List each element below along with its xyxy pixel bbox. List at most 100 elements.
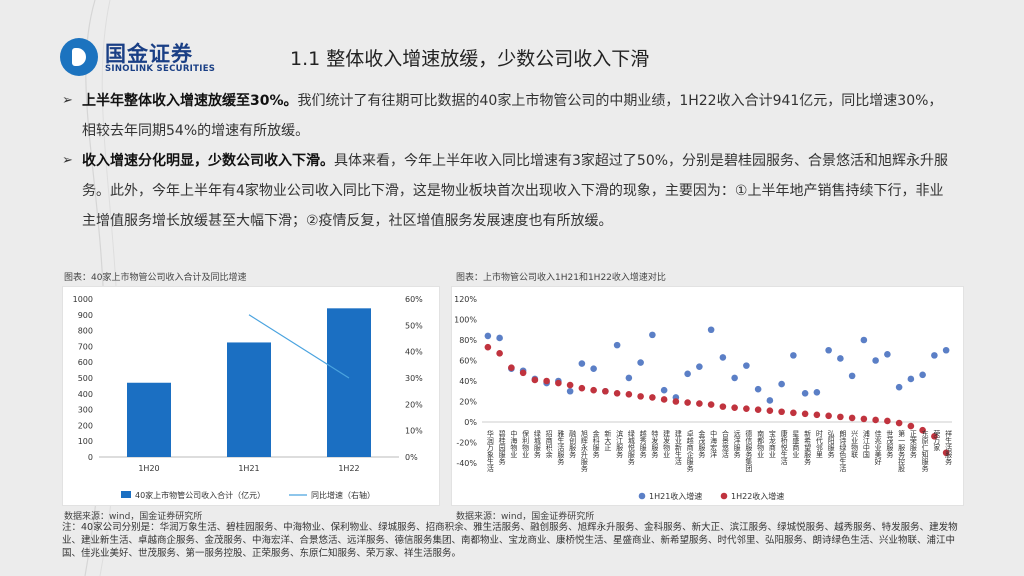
dot-1h21 — [919, 371, 926, 379]
legend-label-1h22: 1H22收入增速 — [731, 491, 784, 501]
bullet-text: 具体来看，今年上半年收入同比增速有3家超过了50%，分别是碧桂园服务、合景悠活和… — [82, 153, 949, 229]
dot-1h22 — [707, 401, 715, 408]
y2-tick-label: 40% — [405, 348, 423, 357]
x-tick-label: 中海物业 — [510, 429, 518, 458]
dot-1h21 — [790, 352, 797, 359]
dot-1h22 — [625, 391, 633, 398]
dot-1h21 — [778, 380, 785, 388]
y-tick-label: 1000 — [73, 295, 93, 304]
dot-1h21 — [707, 326, 715, 334]
dot-1h22 — [672, 398, 680, 405]
dot-1h22 — [848, 414, 856, 422]
bullet-bold: 上半年整体收入增速放缓至30%。 — [82, 93, 298, 109]
growth-scatter-chart: -40% -20% 0% 20% 40% 60% 80% 100% 120% 华润万象生活 碧桂园服… — [454, 295, 953, 501]
x-tick-label: 正荣服务 — [909, 430, 917, 459]
company-logo: 国金证券 SINOLINK SECURITIES — [60, 36, 250, 80]
y-tick-label: -20% — [456, 439, 477, 448]
x-tick-label: 星盛商业 — [792, 430, 800, 458]
x-tick-label: 祥生活服务 — [945, 429, 953, 466]
x-tick-label: 雅生活服务 — [557, 429, 565, 466]
x-tick-label: 滨江服务 — [616, 429, 624, 459]
x-tick-label: 建业新生活 — [674, 429, 682, 466]
y-tick-label: -40% — [456, 459, 477, 468]
dot-1h22 — [790, 409, 797, 417]
legend-swatch-1h22 — [720, 492, 728, 500]
y-tick-label: 120% — [454, 295, 477, 304]
x-tick-label: 南都物业 — [757, 429, 765, 458]
dot-1h22 — [825, 412, 832, 420]
dot-1h22 — [942, 449, 950, 457]
sinolink-logo-icon — [60, 38, 98, 76]
bullet-text: 我们统计了有往期可比数据的40家上市物管公司的中期业绩，1H22收入合计941亿… — [82, 93, 943, 139]
y-tick-label: 20% — [459, 398, 477, 407]
revenue-bar-chart: 0 100 200 300 400 500 600 700 800 900 1000 0% 10% 20%… — [73, 295, 424, 500]
y2-tick-label: 0% — [405, 453, 418, 462]
dot-1h21 — [625, 374, 633, 382]
x-tick-label: 远洋服务 — [733, 430, 741, 459]
x-tick-label: 东原仁知服务 — [921, 429, 929, 473]
dot-1h22 — [578, 384, 586, 392]
dot-1h22 — [801, 410, 809, 418]
dot-1h22 — [531, 376, 539, 384]
dot-1h22 — [837, 413, 844, 421]
left-chart-panel: 0 100 200 300 400 500 600 700 800 900 1000 0% 10% 20%… — [62, 286, 440, 506]
y-tick-label: 400 — [78, 390, 93, 399]
dot-1h21 — [649, 331, 656, 339]
right-chart-panel: -40% -20% 0% 20% 40% 60% 80% 100% 120% 华润万象生活 碧桂园服… — [451, 286, 964, 506]
x-tick-label: 越秀服务 — [639, 429, 647, 459]
right-chart-caption: 图表：上市物管公司收入1H21和1H22收入增速对比 — [456, 273, 666, 283]
dot-1h21 — [860, 336, 868, 344]
x-tick-label: 华润万象生活 — [486, 429, 494, 473]
dot-1h22 — [813, 411, 821, 419]
dot-1h21 — [895, 383, 903, 391]
x-tick-label: 金茂服务 — [698, 429, 706, 459]
dot-1h21 — [884, 351, 891, 358]
y2-tick-label: 50% — [405, 321, 423, 330]
logo-en-text: SINOLINK SECURITIES — [105, 64, 216, 74]
dot-1h21 — [731, 374, 738, 382]
x-tick-label: 1H22 — [338, 464, 359, 473]
dot-1h22 — [590, 386, 597, 394]
left-chart-caption: 图表：40家上市物管公司收入合计及同比增速 — [64, 273, 247, 283]
y-tick-label: 100 — [78, 437, 93, 446]
revenue-bar — [327, 308, 371, 457]
dot-1h21 — [684, 370, 691, 378]
x-tick-label: 兴业物联 — [851, 429, 859, 459]
dot-1h21 — [719, 354, 727, 361]
bullet-list: 上半年整体收入增速放缓至30%。我们统计了有往期可比数据的40家上市物管公司的中… — [62, 86, 952, 236]
dot-1h22 — [602, 387, 609, 395]
x-tick-label: 时代邻里 — [815, 429, 823, 458]
x-tick-label: 世茂服务 — [886, 429, 894, 459]
y-tick-label: 600 — [78, 358, 93, 367]
x-tick-label: 融创服务 — [569, 429, 577, 459]
x-tick-label: 1H21 — [238, 464, 259, 473]
dot-1h22 — [637, 393, 644, 400]
dot-1h21 — [825, 346, 832, 354]
x-tick-label: 新希望服务 — [804, 429, 812, 466]
dot-1h22 — [743, 405, 750, 412]
y-tick-label: 0 — [88, 453, 93, 462]
x-tick-label: 绿城悦服务 — [627, 429, 635, 466]
dot-1h21 — [942, 346, 950, 354]
dot-1h22 — [872, 416, 879, 424]
x-tick-label: 招商积余 — [545, 429, 553, 459]
y2-tick-label: 30% — [405, 374, 423, 383]
dot-1h22 — [543, 377, 550, 385]
x-tick-label: 中海宏洋 — [710, 429, 718, 459]
dot-1h21 — [696, 363, 703, 370]
y-tick-label: 800 — [78, 327, 93, 336]
dot-1h22 — [766, 407, 774, 415]
legend-label-bar: 40家上市物管公司收入合计（亿元） — [135, 490, 265, 500]
dot-1h21 — [931, 352, 938, 359]
y-tick-label: 40% — [459, 377, 477, 386]
dot-1h21 — [813, 388, 821, 396]
dot-1h22 — [484, 343, 492, 351]
logo-cn-text: 国金证券 — [105, 42, 193, 66]
footnote: 注：40家公司分别是：华润万象生活、碧桂园服务、中海物业、保利物业、绿城服务、招… — [62, 522, 958, 559]
y-tick-label: 60% — [459, 357, 477, 366]
bullet-item: 上半年整体收入增速放缓至30%。我们统计了有往期可比数据的40家上市物管公司的中… — [62, 86, 952, 146]
dot-1h22 — [519, 369, 527, 377]
x-tick-label: 旭辉永升服务 — [580, 429, 588, 473]
x-tick-label: 1H20 — [138, 464, 159, 473]
legend-swatch-bar — [121, 491, 131, 498]
